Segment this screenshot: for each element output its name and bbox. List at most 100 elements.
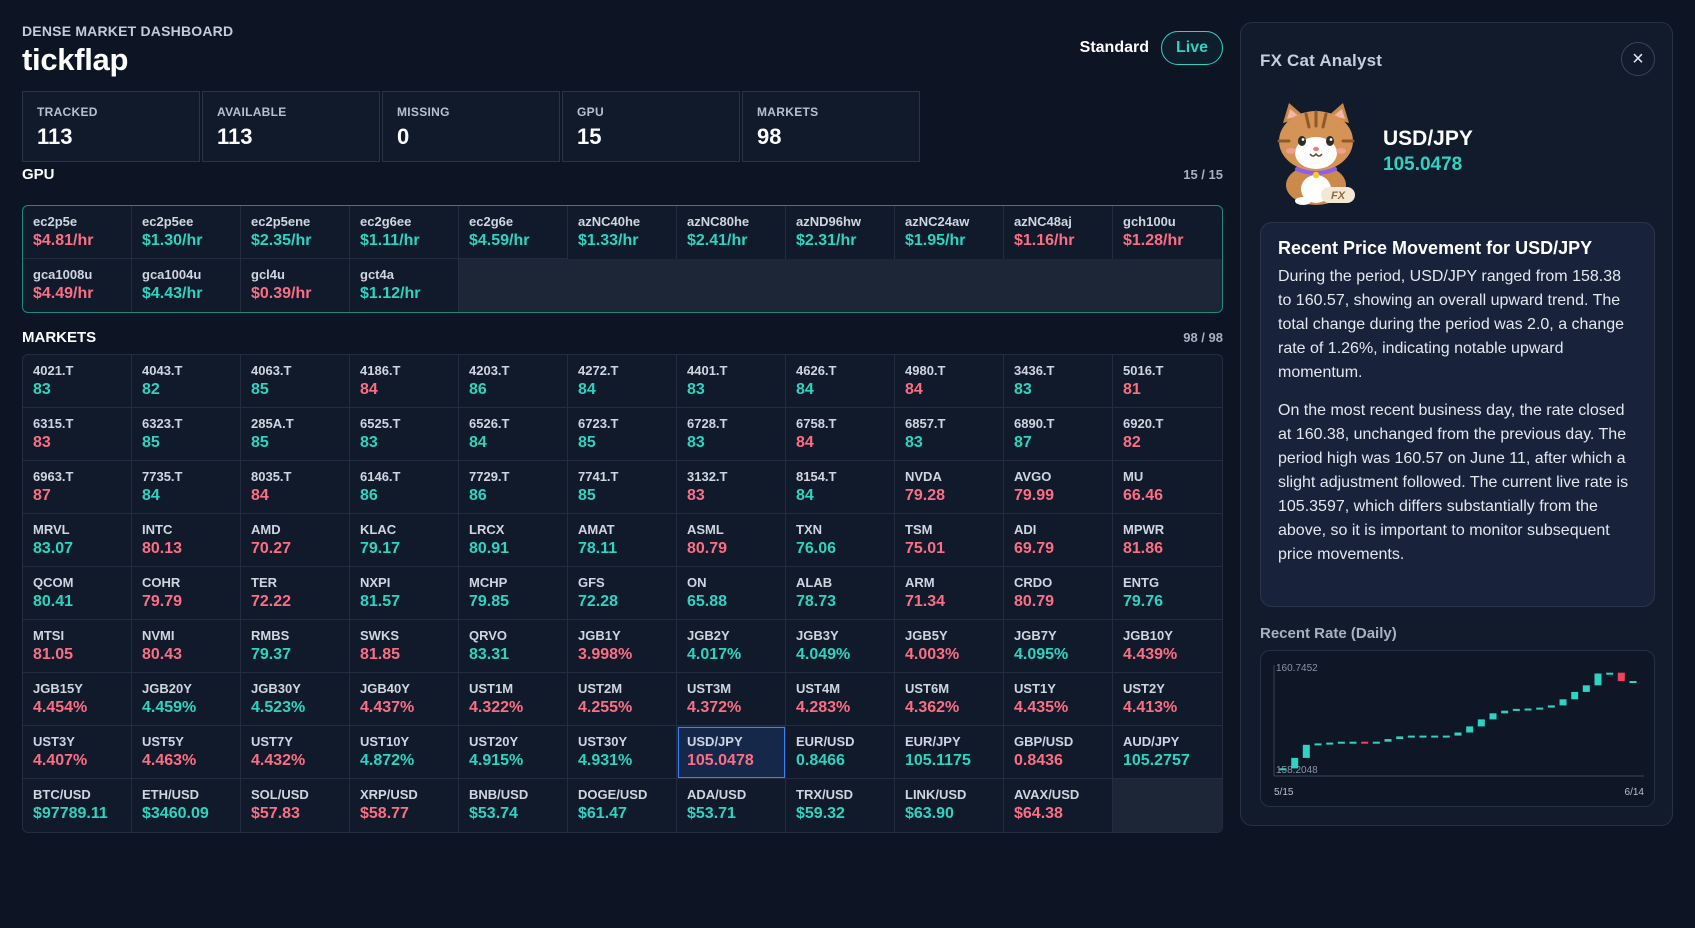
markets-tile-8035-t[interactable]: 8035.T 84 [241, 461, 350, 514]
markets-tile-ust3y[interactable]: UST3Y 4.407% [23, 726, 132, 779]
markets-tile-trx-usd[interactable]: TRX/USD $59.32 [786, 779, 895, 832]
gpu-tile-ec2p5e[interactable]: ec2p5e $4.81/hr [23, 206, 132, 259]
gpu-tile-aznc80he[interactable]: azNC80he $2.41/hr [677, 206, 786, 259]
markets-tile-nvda[interactable]: NVDA 79.28 [895, 461, 1004, 514]
markets-tile-6315-t[interactable]: 6315.T 83 [23, 408, 132, 461]
markets-tile-7741-t[interactable]: 7741.T 85 [568, 461, 677, 514]
markets-tile-rmbs[interactable]: RMBS 79.37 [241, 620, 350, 673]
gpu-tile-aznc48aj[interactable]: azNC48aj $1.16/hr [1004, 206, 1113, 259]
markets-tile-adi[interactable]: ADI 69.79 [1004, 514, 1113, 567]
markets-tile-6890-t[interactable]: 6890.T 87 [1004, 408, 1113, 461]
markets-tile-ust30y[interactable]: UST30Y 4.931% [568, 726, 677, 779]
gpu-tile-aznc40he[interactable]: azNC40he $1.33/hr [568, 206, 677, 259]
markets-tile-lrcx[interactable]: LRCX 80.91 [459, 514, 568, 567]
gpu-tile-gcl4u[interactable]: gcl4u $0.39/hr [241, 259, 350, 312]
markets-tile-jgb10y[interactable]: JGB10Y 4.439% [1113, 620, 1222, 673]
markets-tile-arm[interactable]: ARM 71.34 [895, 567, 1004, 620]
markets-tile-ust2y[interactable]: UST2Y 4.413% [1113, 673, 1222, 726]
gpu-tile-gca1004u[interactable]: gca1004u $4.43/hr [132, 259, 241, 312]
markets-tile-amat[interactable]: AMAT 78.11 [568, 514, 677, 567]
markets-tile-nxpi[interactable]: NXPI 81.57 [350, 567, 459, 620]
markets-tile-4203-t[interactable]: 4203.T 86 [459, 355, 568, 408]
markets-tile-4063-t[interactable]: 4063.T 85 [241, 355, 350, 408]
markets-tile-jgb1y[interactable]: JGB1Y 3.998% [568, 620, 677, 673]
markets-tile-6758-t[interactable]: 6758.T 84 [786, 408, 895, 461]
markets-tile-eur-usd[interactable]: EUR/USD 0.8466 [786, 726, 895, 779]
live-toggle-button[interactable]: Live [1160, 31, 1223, 65]
markets-tile-4272-t[interactable]: 4272.T 84 [568, 355, 677, 408]
markets-tile-asml[interactable]: ASML 80.79 [677, 514, 786, 567]
markets-tile-usd-jpy[interactable]: USD/JPY 105.0478 [677, 726, 786, 779]
markets-tile-ust1y[interactable]: UST1Y 4.435% [1004, 673, 1113, 726]
markets-tile-doge-usd[interactable]: DOGE/USD $61.47 [568, 779, 677, 832]
markets-tile-on[interactable]: ON 65.88 [677, 567, 786, 620]
markets-tile-6526-t[interactable]: 6526.T 84 [459, 408, 568, 461]
markets-tile-7729-t[interactable]: 7729.T 86 [459, 461, 568, 514]
gpu-tile-aznc24aw[interactable]: azNC24aw $1.95/hr [895, 206, 1004, 259]
gpu-tile-ec2g6ee[interactable]: ec2g6ee $1.11/hr [350, 206, 459, 259]
markets-tile-entg[interactable]: ENTG 79.76 [1113, 567, 1222, 620]
markets-tile-3436-t[interactable]: 3436.T 83 [1004, 355, 1113, 408]
markets-tile-4626-t[interactable]: 4626.T 84 [786, 355, 895, 408]
gpu-tile-ec2p5ene[interactable]: ec2p5ene $2.35/hr [241, 206, 350, 259]
markets-tile-intc[interactable]: INTC 80.13 [132, 514, 241, 567]
markets-tile-nvmi[interactable]: NVMI 80.43 [132, 620, 241, 673]
markets-tile-ust1m[interactable]: UST1M 4.322% [459, 673, 568, 726]
mode-standard-label[interactable]: Standard [1079, 39, 1149, 56]
gpu-tile-gct4a[interactable]: gct4a $1.12/hr [350, 259, 459, 312]
markets-tile-sol-usd[interactable]: SOL/USD $57.83 [241, 779, 350, 832]
markets-tile-jgb2y[interactable]: JGB2Y 4.017% [677, 620, 786, 673]
markets-tile-6525-t[interactable]: 6525.T 83 [350, 408, 459, 461]
markets-tile-4186-t[interactable]: 4186.T 84 [350, 355, 459, 408]
markets-tile-klac[interactable]: KLAC 79.17 [350, 514, 459, 567]
markets-tile-jgb3y[interactable]: JGB3Y 4.049% [786, 620, 895, 673]
markets-tile-ust10y[interactable]: UST10Y 4.872% [350, 726, 459, 779]
markets-tile-8154-t[interactable]: 8154.T 84 [786, 461, 895, 514]
markets-tile-ust5y[interactable]: UST5Y 4.463% [132, 726, 241, 779]
markets-tile-4401-t[interactable]: 4401.T 83 [677, 355, 786, 408]
markets-tile-mpwr[interactable]: MPWR 81.86 [1113, 514, 1222, 567]
markets-tile-ust20y[interactable]: UST20Y 4.915% [459, 726, 568, 779]
gpu-tile-gch100u[interactable]: gch100u $1.28/hr [1113, 206, 1222, 259]
markets-tile-txn[interactable]: TXN 76.06 [786, 514, 895, 567]
markets-tile-4021-t[interactable]: 4021.T 83 [23, 355, 132, 408]
markets-tile-6728-t[interactable]: 6728.T 83 [677, 408, 786, 461]
markets-tile-6963-t[interactable]: 6963.T 87 [23, 461, 132, 514]
markets-tile-bnb-usd[interactable]: BNB/USD $53.74 [459, 779, 568, 832]
markets-tile-mchp[interactable]: MCHP 79.85 [459, 567, 568, 620]
markets-tile-qrvo[interactable]: QRVO 83.31 [459, 620, 568, 673]
markets-tile-ust6m[interactable]: UST6M 4.362% [895, 673, 1004, 726]
markets-tile-jgb5y[interactable]: JGB5Y 4.003% [895, 620, 1004, 673]
markets-tile-tsm[interactable]: TSM 75.01 [895, 514, 1004, 567]
markets-tile-6723-t[interactable]: 6723.T 85 [568, 408, 677, 461]
markets-tile-eur-jpy[interactable]: EUR/JPY 105.1175 [895, 726, 1004, 779]
markets-tile-4980-t[interactable]: 4980.T 84 [895, 355, 1004, 408]
markets-tile-285a-t[interactable]: 285A.T 85 [241, 408, 350, 461]
markets-tile-eth-usd[interactable]: ETH/USD $3460.09 [132, 779, 241, 832]
markets-tile-btc-usd[interactable]: BTC/USD $97789.11 [23, 779, 132, 832]
markets-tile-ust7y[interactable]: UST7Y 4.432% [241, 726, 350, 779]
markets-tile-6323-t[interactable]: 6323.T 85 [132, 408, 241, 461]
markets-tile-link-usd[interactable]: LINK/USD $63.90 [895, 779, 1004, 832]
markets-tile-5016-t[interactable]: 5016.T 81 [1113, 355, 1222, 408]
markets-tile-jgb20y[interactable]: JGB20Y 4.459% [132, 673, 241, 726]
markets-tile-jgb30y[interactable]: JGB30Y 4.523% [241, 673, 350, 726]
markets-tile-alab[interactable]: ALAB 78.73 [786, 567, 895, 620]
markets-tile-mtsi[interactable]: MTSI 81.05 [23, 620, 132, 673]
markets-tile-7735-t[interactable]: 7735.T 84 [132, 461, 241, 514]
markets-tile-gfs[interactable]: GFS 72.28 [568, 567, 677, 620]
gpu-tile-ec2g6e[interactable]: ec2g6e $4.59/hr [459, 206, 568, 259]
markets-tile-ada-usd[interactable]: ADA/USD $53.71 [677, 779, 786, 832]
markets-tile-qcom[interactable]: QCOM 80.41 [23, 567, 132, 620]
gpu-tile-gca1008u[interactable]: gca1008u $4.49/hr [23, 259, 132, 312]
markets-tile-ust3m[interactable]: UST3M 4.372% [677, 673, 786, 726]
markets-tile-crdo[interactable]: CRDO 80.79 [1004, 567, 1113, 620]
markets-tile-ust2m[interactable]: UST2M 4.255% [568, 673, 677, 726]
markets-tile-3132-t[interactable]: 3132.T 83 [677, 461, 786, 514]
markets-tile-amd[interactable]: AMD 70.27 [241, 514, 350, 567]
markets-tile-6857-t[interactable]: 6857.T 83 [895, 408, 1004, 461]
markets-tile-mu[interactable]: MU 66.46 [1113, 461, 1222, 514]
markets-tile-6146-t[interactable]: 6146.T 86 [350, 461, 459, 514]
markets-tile-jgb40y[interactable]: JGB40Y 4.437% [350, 673, 459, 726]
markets-tile-ter[interactable]: TER 72.22 [241, 567, 350, 620]
